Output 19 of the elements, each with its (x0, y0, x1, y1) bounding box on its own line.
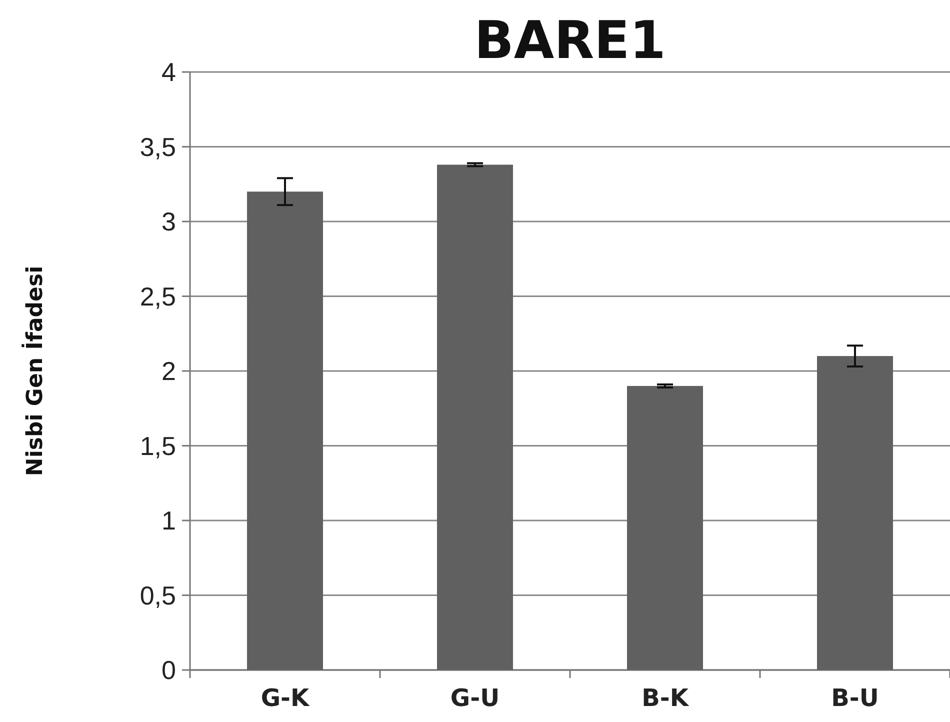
y-tick-label: 2,5 (140, 281, 176, 312)
y-tick-label: 3,5 (140, 132, 176, 162)
x-tick-label: B-K (642, 684, 690, 712)
y-tick-label: 1 (162, 506, 176, 536)
y-tick-label: 4 (162, 57, 176, 88)
x-tick-label: B-U (831, 684, 879, 712)
y-tick-label: 2 (162, 356, 176, 386)
y-axis-title: Nisbi Gen İfadesi (21, 266, 48, 476)
bar (437, 164, 513, 670)
x-tick-label: G-K (260, 684, 311, 712)
y-tick-label: 1,5 (140, 430, 176, 461)
y-tick-label: 0 (162, 655, 176, 686)
chart-title: BARE1 (474, 11, 666, 71)
bar (247, 192, 323, 670)
x-tick-label: G-U (450, 684, 500, 712)
y-tick-label: 3 (162, 206, 176, 237)
bar (817, 356, 893, 670)
bar (627, 386, 703, 670)
y-tick-label: 0,5 (140, 580, 176, 610)
